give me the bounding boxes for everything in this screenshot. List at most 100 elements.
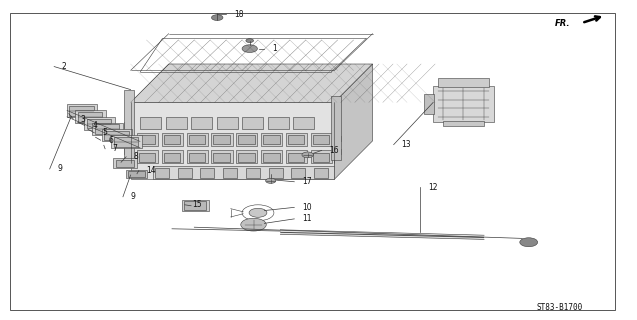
Circle shape bbox=[266, 178, 276, 183]
Text: 6: 6 bbox=[108, 136, 113, 145]
Circle shape bbox=[241, 218, 266, 231]
Text: 4: 4 bbox=[92, 121, 97, 130]
Text: 1: 1 bbox=[272, 44, 276, 53]
Polygon shape bbox=[124, 134, 131, 141]
Bar bbox=[191, 117, 212, 129]
Bar bbox=[162, 133, 183, 146]
Bar bbox=[311, 150, 332, 163]
Polygon shape bbox=[124, 147, 131, 154]
Bar bbox=[137, 133, 158, 146]
Polygon shape bbox=[104, 131, 129, 140]
Bar bbox=[137, 150, 158, 163]
Bar bbox=[155, 168, 169, 178]
Bar bbox=[164, 135, 180, 144]
Bar bbox=[217, 117, 238, 129]
Bar bbox=[238, 153, 255, 162]
Circle shape bbox=[302, 152, 313, 158]
Bar bbox=[187, 150, 208, 163]
Polygon shape bbox=[95, 124, 119, 134]
Polygon shape bbox=[331, 96, 341, 160]
Bar bbox=[238, 135, 255, 144]
Bar bbox=[261, 150, 282, 163]
Polygon shape bbox=[433, 86, 494, 122]
Bar bbox=[211, 133, 233, 146]
Circle shape bbox=[242, 45, 257, 52]
Text: 17: 17 bbox=[302, 177, 311, 186]
Polygon shape bbox=[102, 129, 132, 141]
Text: ST83-B1700: ST83-B1700 bbox=[536, 303, 583, 312]
Text: 11: 11 bbox=[302, 214, 311, 223]
Bar bbox=[153, 166, 334, 179]
Bar bbox=[213, 135, 230, 144]
Text: 10: 10 bbox=[302, 203, 311, 212]
Bar bbox=[164, 153, 180, 162]
Polygon shape bbox=[78, 112, 102, 122]
Bar bbox=[200, 168, 214, 178]
Bar bbox=[187, 133, 208, 146]
Polygon shape bbox=[75, 110, 106, 123]
Text: 2: 2 bbox=[62, 62, 66, 71]
Text: 3: 3 bbox=[81, 115, 86, 124]
Bar bbox=[189, 153, 205, 162]
Bar bbox=[223, 168, 237, 178]
Polygon shape bbox=[438, 78, 489, 87]
Bar bbox=[139, 135, 155, 144]
Bar bbox=[291, 168, 305, 178]
Bar bbox=[269, 168, 283, 178]
Text: 9: 9 bbox=[57, 164, 62, 173]
Polygon shape bbox=[116, 160, 134, 167]
Polygon shape bbox=[92, 123, 123, 135]
Text: 16: 16 bbox=[329, 146, 339, 155]
Polygon shape bbox=[182, 200, 209, 211]
Bar bbox=[263, 153, 280, 162]
Polygon shape bbox=[84, 117, 115, 130]
Text: 18: 18 bbox=[234, 10, 243, 19]
Bar bbox=[213, 153, 230, 162]
Text: 7: 7 bbox=[113, 144, 118, 153]
Polygon shape bbox=[124, 122, 131, 128]
Circle shape bbox=[246, 39, 254, 43]
Bar bbox=[293, 117, 314, 129]
Bar bbox=[178, 168, 192, 178]
Bar bbox=[288, 135, 304, 144]
Bar bbox=[189, 135, 205, 144]
Bar bbox=[166, 117, 187, 129]
Polygon shape bbox=[124, 90, 134, 160]
Bar bbox=[140, 117, 161, 129]
Polygon shape bbox=[114, 137, 138, 147]
Polygon shape bbox=[334, 149, 341, 154]
Polygon shape bbox=[131, 64, 373, 102]
Circle shape bbox=[249, 208, 267, 217]
Text: 5: 5 bbox=[102, 128, 107, 137]
Polygon shape bbox=[128, 171, 145, 177]
Bar bbox=[313, 135, 329, 144]
Bar bbox=[263, 135, 280, 144]
Text: FR.: FR. bbox=[555, 19, 570, 28]
Text: 13: 13 bbox=[401, 140, 411, 149]
Text: 9: 9 bbox=[131, 192, 136, 201]
Bar bbox=[288, 153, 304, 162]
Circle shape bbox=[520, 238, 538, 247]
Bar bbox=[311, 133, 332, 146]
Polygon shape bbox=[424, 94, 434, 114]
Bar bbox=[211, 150, 233, 163]
Bar bbox=[236, 150, 257, 163]
Polygon shape bbox=[113, 158, 137, 168]
Polygon shape bbox=[184, 201, 206, 210]
Text: 12: 12 bbox=[428, 183, 438, 192]
Polygon shape bbox=[126, 170, 147, 178]
Polygon shape bbox=[87, 119, 111, 128]
Polygon shape bbox=[334, 64, 373, 179]
Bar bbox=[139, 153, 155, 162]
Text: 15: 15 bbox=[192, 200, 202, 209]
Polygon shape bbox=[111, 135, 142, 148]
Bar bbox=[162, 150, 183, 163]
Polygon shape bbox=[67, 104, 97, 117]
Bar bbox=[246, 168, 260, 178]
Polygon shape bbox=[69, 106, 94, 116]
Bar bbox=[313, 153, 329, 162]
Bar bbox=[261, 133, 282, 146]
Bar bbox=[286, 133, 307, 146]
Polygon shape bbox=[131, 102, 334, 179]
Bar bbox=[242, 117, 263, 129]
